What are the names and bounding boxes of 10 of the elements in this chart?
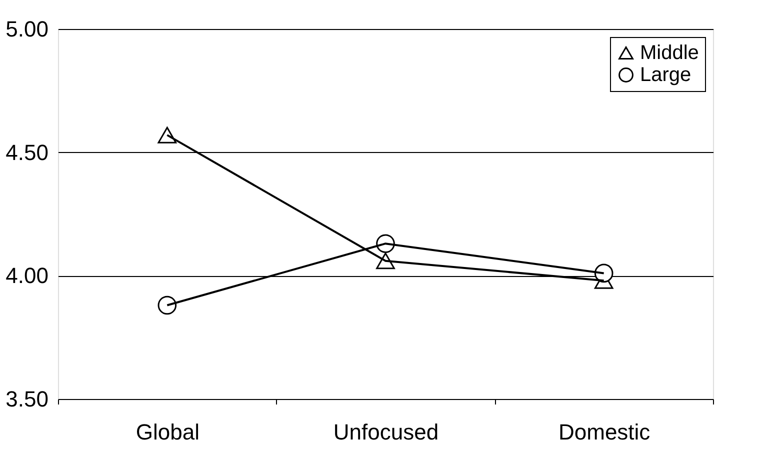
y-tick-label: 5.00 <box>6 16 48 42</box>
x-tick-label: Unfocused <box>333 420 439 444</box>
point <box>158 296 177 315</box>
x-tick-label: Domestic <box>558 420 650 444</box>
y-tick-label: 4.50 <box>6 140 48 165</box>
legend-label: Large <box>640 64 692 86</box>
legend-label: Middle <box>640 42 699 64</box>
x-tick-label: Global <box>136 420 200 444</box>
y-tick-label: 4.00 <box>6 263 48 288</box>
y-tick-label: 3.50 <box>6 386 48 412</box>
